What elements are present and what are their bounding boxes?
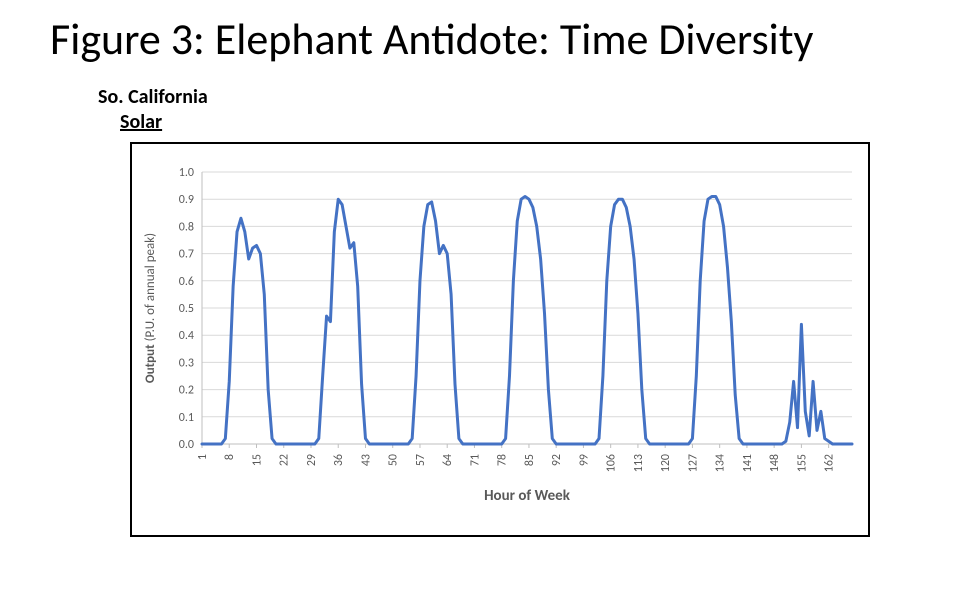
svg-text:0.0: 0.0	[179, 438, 194, 452]
svg-text:0.3: 0.3	[179, 356, 194, 370]
svg-text:0.1: 0.1	[179, 411, 194, 425]
svg-text:36: 36	[332, 454, 346, 466]
svg-text:8: 8	[223, 454, 237, 460]
svg-text:106: 106	[605, 454, 619, 472]
svg-text:0.6: 0.6	[179, 275, 194, 289]
subtitle-line-2: Solar	[120, 110, 162, 134]
svg-text:22: 22	[278, 454, 292, 466]
svg-text:1: 1	[196, 454, 210, 460]
svg-text:64: 64	[441, 454, 455, 466]
svg-text:0.5: 0.5	[179, 302, 194, 316]
svg-text:0.4: 0.4	[179, 329, 194, 343]
svg-text:Hour of Week: Hour of Week	[484, 487, 571, 505]
svg-text:43: 43	[359, 454, 373, 466]
figure-title: Figure 3: Elephant Antidote: Time Divers…	[50, 12, 813, 66]
svg-text:155: 155	[795, 454, 809, 472]
svg-text:127: 127	[686, 454, 700, 472]
svg-text:50: 50	[387, 454, 401, 466]
svg-text:0.7: 0.7	[179, 248, 194, 262]
svg-text:0.9: 0.9	[179, 193, 194, 207]
svg-text:162: 162	[823, 454, 837, 472]
svg-text:29: 29	[305, 454, 319, 466]
solar-output-chart: 0.0 0.1 0.2 0.3 0.4 0.5 0.6 0.7 0.8 0.9 1.0 1 8 15 22 2…	[132, 144, 868, 535]
svg-text:92: 92	[550, 454, 564, 466]
svg-text:0.2: 0.2	[179, 384, 194, 398]
svg-text:Output (P.U. of annual peak): Output (P.U. of annual peak)	[143, 233, 158, 383]
svg-text:57: 57	[414, 454, 428, 466]
svg-text:134: 134	[714, 454, 728, 472]
svg-text:141: 141	[741, 454, 755, 472]
svg-text:113: 113	[632, 454, 646, 472]
svg-text:78: 78	[496, 454, 510, 466]
chart-frame: 0.0 0.1 0.2 0.3 0.4 0.5 0.6 0.7 0.8 0.9 1.0 1 8 15 22 2…	[130, 142, 870, 537]
svg-text:99: 99	[577, 454, 591, 466]
svg-text:71: 71	[468, 454, 482, 466]
svg-text:148: 148	[768, 454, 782, 472]
svg-text:0.8: 0.8	[179, 220, 194, 234]
svg-text:85: 85	[523, 454, 537, 466]
subtitle-line-1: So. California	[98, 85, 208, 109]
svg-text:120: 120	[659, 454, 673, 472]
svg-text:15: 15	[250, 454, 264, 466]
svg-text:1.0: 1.0	[179, 166, 194, 180]
